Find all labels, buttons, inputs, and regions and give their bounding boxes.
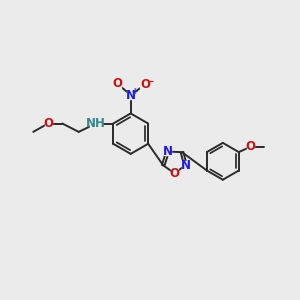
- Bar: [127, 91, 135, 99]
- Bar: [164, 148, 171, 155]
- Bar: [140, 81, 150, 88]
- Bar: [247, 143, 254, 151]
- Bar: [182, 161, 189, 169]
- Text: O: O: [140, 78, 150, 91]
- Text: N: N: [181, 159, 190, 172]
- Text: O: O: [112, 77, 122, 90]
- Text: NH: NH: [86, 117, 106, 130]
- Text: −: −: [146, 77, 154, 86]
- Bar: [171, 169, 178, 177]
- Text: O: O: [169, 167, 179, 180]
- Bar: [114, 80, 121, 88]
- Text: O: O: [246, 140, 256, 153]
- Bar: [44, 120, 52, 128]
- Text: O: O: [43, 117, 53, 130]
- Text: N: N: [126, 88, 136, 101]
- Text: +: +: [131, 87, 138, 96]
- Bar: [90, 119, 102, 128]
- Text: N: N: [163, 145, 172, 158]
